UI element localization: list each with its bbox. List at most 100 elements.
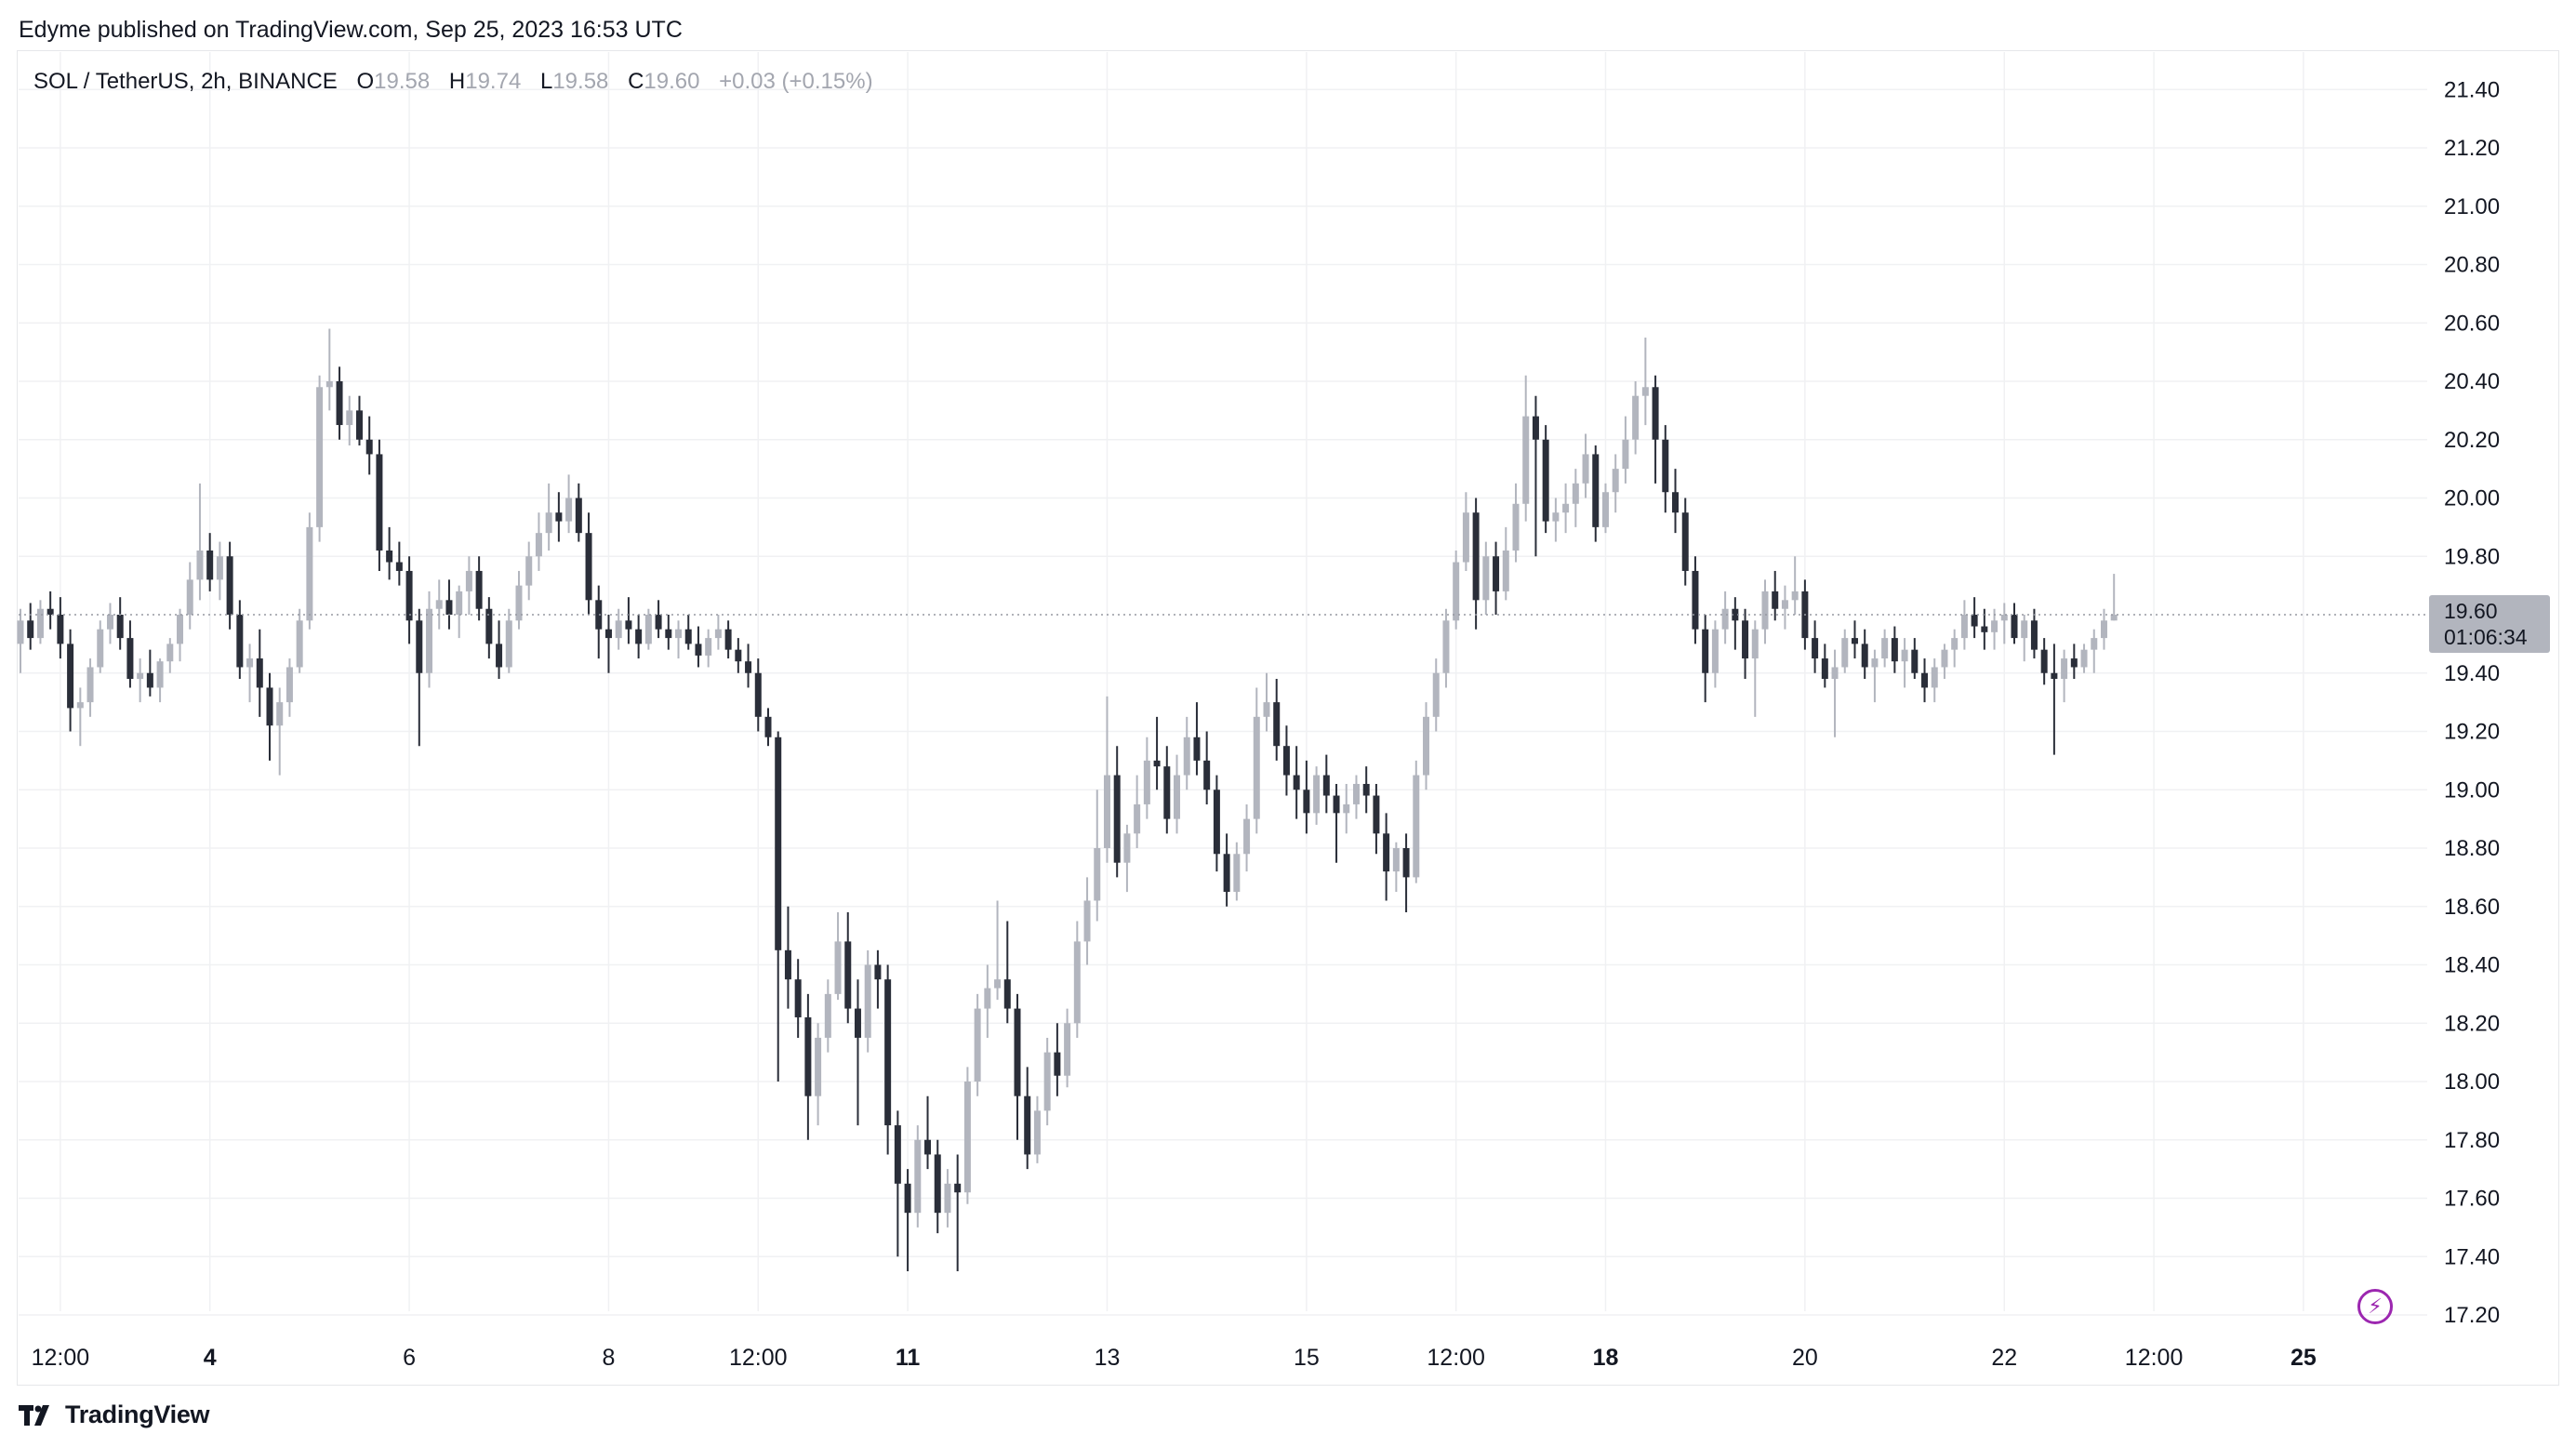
candle — [1402, 833, 1410, 913]
candle — [1681, 498, 1689, 586]
low-label: L — [539, 69, 553, 94]
high-value: 19.74 — [465, 69, 522, 94]
symbol-label[interactable]: SOL / TetherUS, 2h, BINANCE — [33, 69, 338, 94]
candle-body — [1692, 570, 1699, 630]
candle-body — [1143, 760, 1150, 804]
candle-body — [2051, 672, 2058, 680]
candle-body — [904, 1183, 911, 1214]
price-tick-label: 21.20 — [2444, 136, 2500, 161]
candle — [1313, 766, 1321, 825]
candle — [794, 959, 802, 1038]
candle — [1941, 644, 1948, 680]
candle — [2100, 608, 2107, 650]
candle-body — [1174, 775, 1181, 819]
candle-body — [1582, 454, 1589, 484]
candle — [535, 512, 542, 571]
candle-body — [1562, 503, 1570, 513]
candle-body — [1343, 803, 1350, 814]
candle — [376, 439, 383, 571]
candle-body — [894, 1125, 901, 1184]
tradingview-logo[interactable]: TradingView — [19, 1401, 210, 1429]
candle — [67, 629, 74, 732]
lightning-bolt-icon[interactable]: ⚡ — [2357, 1289, 2393, 1324]
candle — [904, 1169, 911, 1271]
price-tick-label: 18.60 — [2444, 895, 2500, 920]
candle-body — [2040, 649, 2048, 673]
candle — [1373, 783, 1380, 855]
candle — [216, 541, 223, 601]
candle — [485, 597, 493, 659]
candle — [1243, 803, 1251, 872]
candle-body — [1282, 746, 1290, 776]
candle-body — [1652, 387, 1659, 440]
candle-body — [1233, 854, 1241, 893]
candle-body — [465, 570, 472, 591]
candle-body — [864, 964, 871, 1038]
candle — [426, 591, 433, 688]
candle-body — [1522, 416, 1530, 504]
candle — [1522, 375, 1530, 522]
candle-body — [1273, 702, 1281, 747]
candle — [1851, 620, 1858, 659]
candle-body — [126, 638, 134, 680]
publisher-line: Edyme published on TradingView.com, Sep … — [19, 17, 683, 43]
candle-body — [1073, 941, 1081, 1024]
candle-body — [1313, 775, 1321, 814]
candle — [764, 708, 772, 747]
candle-body — [1193, 737, 1201, 761]
candle — [1991, 608, 1998, 650]
candle-body — [325, 381, 333, 388]
candle-body — [565, 498, 573, 522]
candle-body — [924, 1139, 932, 1155]
candle-body — [974, 1008, 981, 1082]
candle — [1064, 1008, 1071, 1088]
time-tick-label: 25 — [2291, 1345, 2317, 1371]
candle — [246, 644, 254, 703]
candle-body — [1352, 783, 1360, 804]
candle — [1253, 687, 1260, 834]
price-tick-label: 19.00 — [2444, 777, 2500, 803]
candle-body — [775, 737, 782, 950]
candle — [1383, 813, 1390, 901]
candle-body — [246, 658, 254, 668]
candle-body — [1512, 503, 1520, 551]
candle — [386, 526, 393, 580]
candle-body — [1014, 1008, 1021, 1096]
candle-body — [1183, 737, 1190, 776]
candle — [1592, 445, 1600, 542]
candle-body — [1612, 469, 1619, 493]
candle-body — [794, 979, 802, 1017]
time-tick-label: 12:00 — [729, 1345, 788, 1371]
candle — [1293, 746, 1300, 819]
candle-body — [1472, 512, 1480, 601]
candle-body — [405, 570, 413, 621]
candle-body — [1203, 760, 1211, 790]
candle-body — [675, 629, 683, 639]
candle-body — [515, 585, 523, 621]
candle-body — [535, 533, 542, 557]
change-value: +0.03 (+0.15%) — [719, 69, 873, 94]
candle-body — [1572, 483, 1579, 504]
candle-body — [1402, 848, 1410, 878]
candle — [1333, 783, 1340, 863]
candle — [206, 533, 214, 591]
candle — [1732, 597, 1739, 650]
candle-body — [1003, 979, 1011, 1009]
candle — [1781, 585, 1788, 630]
candle-body — [1672, 492, 1680, 513]
candle — [884, 964, 892, 1155]
candle-body — [735, 649, 742, 662]
candle-body — [1134, 803, 1141, 834]
candle — [1502, 526, 1509, 601]
candle — [1921, 658, 1929, 703]
candle-body — [1791, 591, 1799, 601]
candle-body — [1812, 638, 1819, 659]
price-tick-label: 20.40 — [2444, 369, 2500, 394]
candle-body — [705, 638, 712, 656]
candle-body — [395, 562, 403, 571]
candle — [1193, 702, 1201, 776]
candle-body — [1392, 848, 1400, 872]
candle — [644, 608, 652, 650]
candle — [705, 629, 712, 668]
